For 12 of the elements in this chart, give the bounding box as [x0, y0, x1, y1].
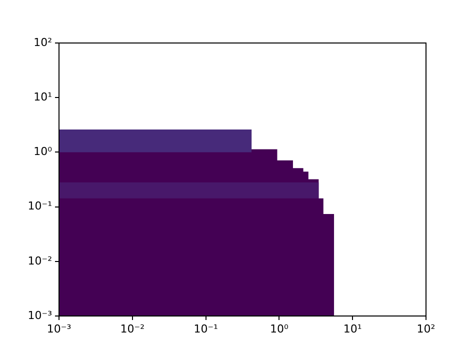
x-tick-label: 10¹ [343, 322, 362, 336]
x-tick-label: 10⁻³ [46, 322, 72, 336]
y-tick-label: 10⁻³ [28, 308, 52, 322]
x-tick-label: 10⁻² [120, 322, 145, 336]
y-tick-label: 10⁻¹ [28, 200, 52, 213]
y-tick-label: 10⁻² [28, 254, 52, 268]
y-tick-label: 10¹ [34, 90, 52, 104]
y-tick-label: 10⁰ [34, 145, 53, 158]
x-tick-label: 10⁰ [270, 322, 289, 336]
y-tick-label: 10² [34, 36, 52, 49]
x-tick-label: 10² [416, 322, 436, 336]
x-tick-label: 10⁻¹ [194, 322, 218, 336]
